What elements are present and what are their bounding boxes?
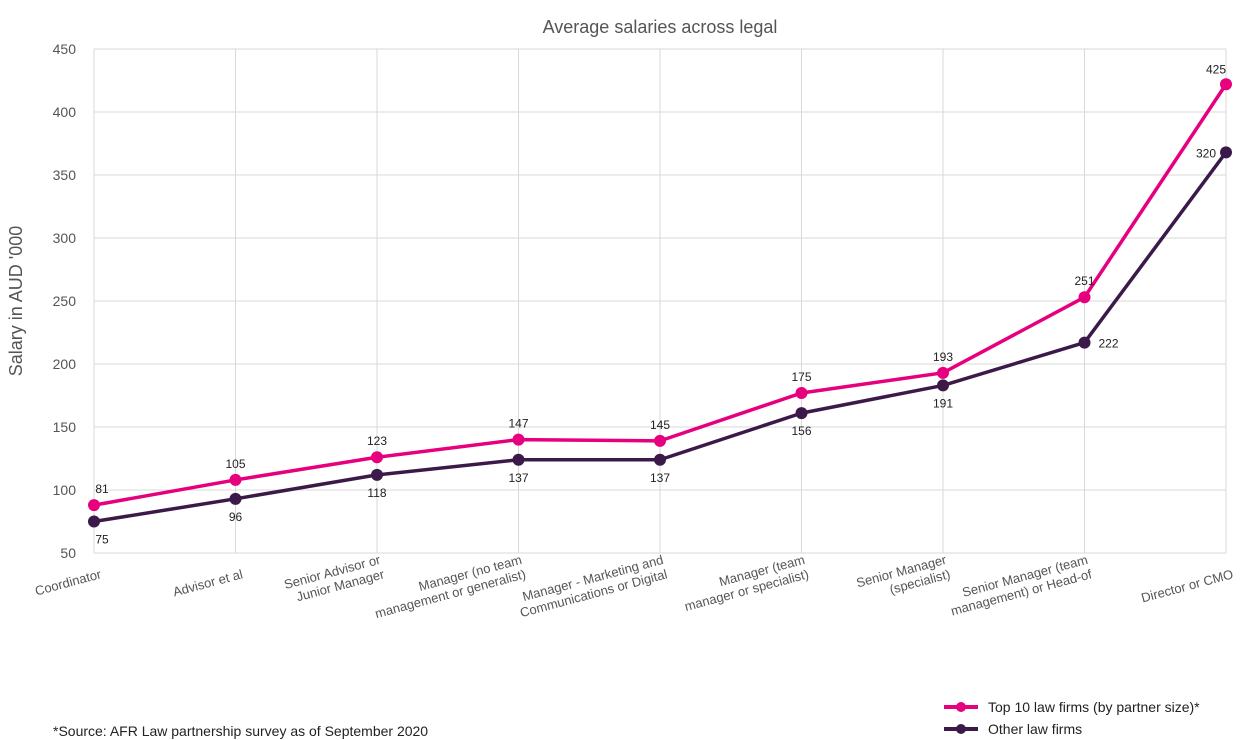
y-tick-label-50: 50: [60, 545, 76, 561]
x-tick-label-director-or-cmo: Director or CMO: [1139, 566, 1234, 605]
legend-label-top-10-law-firms: Top 10 law firms (by partner size)*: [988, 699, 1200, 715]
data-point-top-10-law-firms-1: [229, 473, 242, 486]
data-point-top-10-law-firms-7: [1078, 291, 1091, 304]
data-point-other-law-firms-0: [88, 515, 100, 528]
data-label-other-law-firms-8: 320: [1196, 146, 1216, 160]
x-tick-label-senior-manager-team-management-or-head-of: Senior Manager (teammanagement) or Head-…: [945, 552, 1093, 619]
chart-title: Average salaries across legal: [543, 17, 778, 37]
x-tick-label-manager-no-team-management-or-generalist: Manager (no teammanagement or generalist…: [369, 552, 527, 621]
x-tick-label-advisor-et-al: Advisor et al: [171, 566, 244, 599]
data-point-top-10-law-firms-2: [371, 451, 383, 464]
data-point-other-law-firms-4: [654, 453, 666, 466]
data-label-other-law-firms-5: 156: [791, 424, 811, 438]
data-point-other-law-firms-5: [795, 407, 808, 420]
data-label-other-law-firms-4: 137: [650, 471, 670, 485]
x-tick-label-coordinator: Coordinator: [33, 566, 103, 598]
x-tick-label-manager-marketing-and-communications-or-digital: Manager - Marketing andCommunications or…: [514, 552, 668, 620]
data-label-top-10-law-firms-8: 425: [1206, 62, 1226, 76]
legend-label-other-law-firms: Other law firms: [988, 721, 1083, 737]
data-point-other-law-firms-2: [371, 468, 383, 481]
y-tick-label-250: 250: [53, 293, 77, 309]
data-point-top-10-law-firms-6: [937, 366, 949, 379]
data-point-top-10-law-firms-4: [654, 434, 666, 447]
data-point-other-law-firms-6: [937, 379, 949, 392]
y-tick-label-350: 350: [53, 167, 77, 183]
x-tick-label-line: Advisor et al: [171, 566, 244, 599]
legend-item-top-10-law-firms: Top 10 law firms (by partner size)*: [944, 696, 1200, 718]
data-point-other-law-firms-1: [229, 492, 242, 505]
data-point-other-law-firms-8: [1220, 146, 1232, 159]
data-label-top-10-law-firms-7: 251: [1074, 274, 1094, 288]
x-tick-label-line: Coordinator: [33, 566, 103, 598]
data-label-other-law-firms-1: 96: [229, 510, 243, 524]
x-tick-label-senior-manager-specialist: Senior Manager(specialist): [855, 552, 953, 605]
data-label-top-10-law-firms-2: 123: [367, 434, 387, 448]
data-label-top-10-law-firms-1: 105: [225, 457, 245, 471]
y-tick-label-100: 100: [53, 482, 77, 498]
legend-swatch-other-law-firms: [944, 724, 978, 734]
data-label-other-law-firms-0: 75: [95, 533, 109, 547]
data-point-other-law-firms-3: [512, 453, 525, 466]
data-label-top-10-law-firms-3: 147: [508, 417, 528, 431]
source-footnote: *Source: AFR Law partnership survey as o…: [53, 723, 429, 739]
data-label-top-10-law-firms-0: 81: [95, 482, 109, 496]
y-tick-label-400: 400: [53, 104, 77, 120]
data-label-other-law-firms-6: 191: [933, 396, 953, 410]
y-axis-title: Salary in AUD '000: [6, 226, 26, 377]
y-tick-label-450: 450: [53, 41, 77, 57]
x-tick-label-manager-team-manager-or-specialist: Manager (teammanager or specialist): [679, 552, 810, 614]
y-tick-label-150: 150: [53, 419, 77, 435]
data-label-other-law-firms-3: 137: [508, 471, 528, 485]
x-tick-label-senior-advisor-or-junior-manager: Senior Advisor orJunior Manager: [282, 552, 386, 607]
data-point-top-10-law-firms-5: [795, 386, 808, 399]
y-tick-label-200: 200: [53, 356, 77, 372]
data-point-top-10-law-firms-3: [512, 433, 525, 446]
data-label-other-law-firms-2: 118: [367, 486, 386, 500]
legend-item-other-law-firms: Other law firms: [944, 718, 1200, 740]
data-point-top-10-law-firms-8: [1220, 78, 1232, 91]
y-tick-label-300: 300: [53, 230, 77, 246]
data-label-top-10-law-firms-4: 145: [650, 418, 670, 432]
data-point-other-law-firms-7: [1078, 336, 1091, 349]
x-tick-label-line: Director or CMO: [1139, 566, 1234, 605]
data-label-top-10-law-firms-5: 175: [791, 370, 811, 384]
data-label-other-law-firms-7: 222: [1099, 337, 1119, 351]
legend-swatch-top-10-law-firms: [944, 702, 978, 712]
chart-legend: Top 10 law firms (by partner size)* Othe…: [944, 696, 1200, 740]
data-label-top-10-law-firms-6: 193: [933, 350, 953, 364]
data-point-top-10-law-firms-0: [88, 499, 100, 512]
